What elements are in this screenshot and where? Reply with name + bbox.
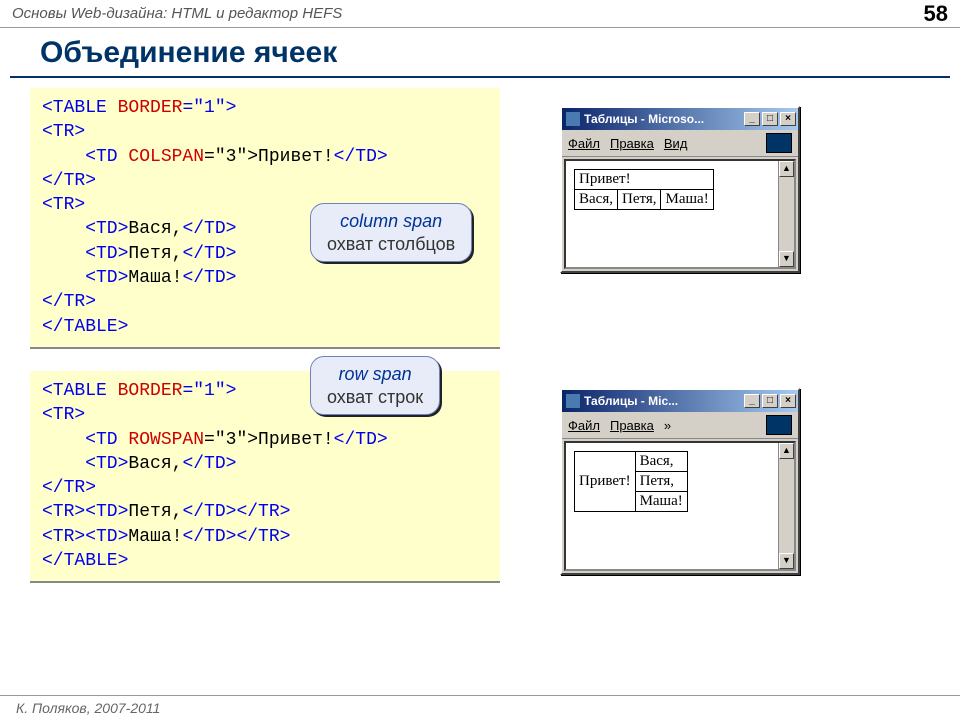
callout-rowspan-desc: охват строк bbox=[327, 386, 423, 409]
scrollbar[interactable]: ▲ ▼ bbox=[778, 443, 794, 569]
menu-edit[interactable]: Правка bbox=[610, 418, 654, 433]
callout-colspan-desc: охват столбцов bbox=[327, 233, 455, 256]
demo-table-colspan: Привет! Вася, Петя, Маша! bbox=[574, 169, 714, 210]
browser-window-rowspan: Таблицы - Mic... _ □ × Файл Правка » При… bbox=[560, 388, 800, 575]
menu-file[interactable]: Файл bbox=[568, 136, 600, 151]
menu-file[interactable]: Файл bbox=[568, 418, 600, 433]
callout-rowspan-term: row span bbox=[327, 363, 423, 386]
cell: Петя, bbox=[617, 190, 661, 210]
footer: К. Поляков, 2007-2011 bbox=[0, 695, 960, 720]
viewport: Привет! Вася, Петя, Маша! ▲ ▼ bbox=[564, 441, 796, 571]
scroll-down-button[interactable]: ▼ bbox=[779, 251, 794, 267]
menu-view[interactable]: Вид bbox=[664, 136, 688, 151]
scrollbar[interactable]: ▲ ▼ bbox=[778, 161, 794, 267]
footer-text: К. Поляков, 2007-2011 bbox=[16, 700, 160, 716]
scroll-down-button[interactable]: ▼ bbox=[779, 553, 794, 569]
ie-logo-icon bbox=[766, 415, 792, 435]
titlebar: Таблицы - Microso... _ □ × bbox=[562, 108, 798, 130]
titlebar: Таблицы - Mic... _ □ × bbox=[562, 390, 798, 412]
close-button[interactable]: × bbox=[780, 394, 796, 408]
demo-table-rowspan: Привет! Вася, Петя, Маша! bbox=[574, 451, 688, 512]
content-area: <TABLE BORDER="1"> <TR> <TD COLSPAN="3">… bbox=[0, 88, 960, 583]
cell: Вася, bbox=[575, 190, 618, 210]
menubar: Файл Правка Вид bbox=[562, 130, 798, 157]
maximize-button[interactable]: □ bbox=[762, 394, 778, 408]
cell: Вася, bbox=[635, 452, 687, 472]
menu-edit[interactable]: Правка bbox=[610, 136, 654, 151]
rendered-page: Привет! Вася, Петя, Маша! bbox=[566, 161, 778, 267]
page-number: 58 bbox=[924, 1, 948, 27]
callout-rowspan: row span охват строк bbox=[310, 356, 440, 415]
window-title: Таблицы - Mic... bbox=[584, 394, 744, 408]
rendered-page: Привет! Вася, Петя, Маша! bbox=[566, 443, 778, 569]
browser-window-colspan: Таблицы - Microso... _ □ × Файл Правка В… bbox=[560, 106, 800, 273]
menu-more[interactable]: » bbox=[664, 418, 671, 433]
callout-colspan: column span охват столбцов bbox=[310, 203, 472, 262]
ie-logo-icon bbox=[766, 133, 792, 153]
maximize-button[interactable]: □ bbox=[762, 112, 778, 126]
cell: Привет! bbox=[575, 170, 714, 190]
menubar: Файл Правка » bbox=[562, 412, 798, 439]
callout-colspan-term: column span bbox=[327, 210, 455, 233]
cell: Маша! bbox=[635, 492, 687, 512]
minimize-button[interactable]: _ bbox=[744, 394, 760, 408]
viewport: Привет! Вася, Петя, Маша! ▲ ▼ bbox=[564, 159, 796, 269]
cell: Петя, bbox=[635, 472, 687, 492]
ie-icon bbox=[566, 112, 580, 126]
minimize-button[interactable]: _ bbox=[744, 112, 760, 126]
window-title: Таблицы - Microso... bbox=[584, 112, 744, 126]
cell: Маша! bbox=[661, 190, 713, 210]
cell: Привет! bbox=[575, 452, 636, 512]
scroll-up-button[interactable]: ▲ bbox=[779, 443, 794, 459]
header-bar: Основы Web-дизайна: HTML и редактор HEFS… bbox=[0, 0, 960, 28]
ie-icon bbox=[566, 394, 580, 408]
scroll-up-button[interactable]: ▲ bbox=[779, 161, 794, 177]
page-title: Объединение ячеек bbox=[10, 28, 950, 78]
close-button[interactable]: × bbox=[780, 112, 796, 126]
header-subtitle: Основы Web-дизайна: HTML и редактор HEFS bbox=[12, 5, 342, 22]
